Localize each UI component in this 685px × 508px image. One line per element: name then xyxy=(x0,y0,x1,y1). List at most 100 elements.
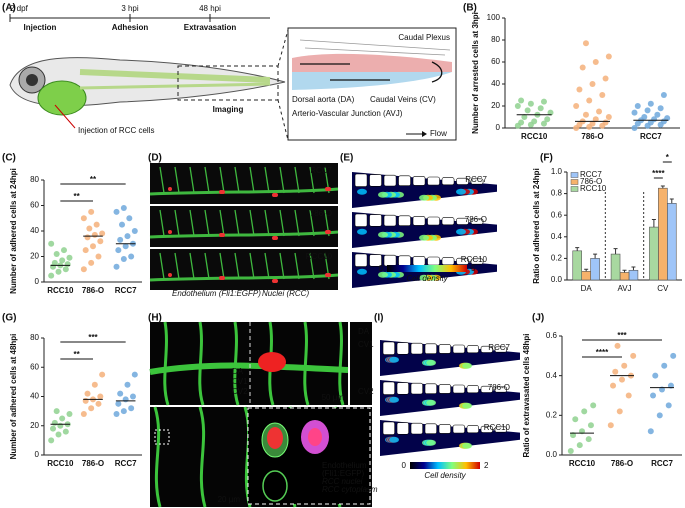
legend-label: RCC10 xyxy=(580,184,607,193)
panel-label: (D) xyxy=(148,153,162,164)
image-legend: RCC cytoplasm xyxy=(322,485,378,494)
cell xyxy=(262,470,288,502)
vertebra xyxy=(480,385,493,393)
data-point xyxy=(126,215,133,222)
x-tick-label: CV xyxy=(657,284,669,293)
panel-d-images xyxy=(149,163,339,290)
data-point xyxy=(99,230,106,237)
significance-label: ** xyxy=(74,192,81,201)
significance-label: **** xyxy=(652,169,665,178)
data-point xyxy=(88,208,95,215)
data-point xyxy=(544,116,551,123)
vessel xyxy=(279,252,285,280)
y-axis-label: Number of adhered cells at 24hpi xyxy=(9,168,18,294)
data-point xyxy=(48,272,55,279)
data-point xyxy=(48,437,55,444)
data-point xyxy=(59,415,66,422)
vertebra xyxy=(424,383,437,394)
vertebra xyxy=(466,425,479,434)
cell xyxy=(308,428,322,446)
x-tick-label: RCC10 xyxy=(47,286,74,295)
y-tick-label: 20 xyxy=(30,252,39,261)
significance-label: * xyxy=(666,153,670,162)
data-point xyxy=(590,402,597,409)
density-blob xyxy=(426,399,436,406)
vertebra xyxy=(494,426,507,433)
data-point xyxy=(652,372,659,379)
vessel-label: DA xyxy=(232,367,244,376)
data-point xyxy=(634,103,641,109)
vessel xyxy=(219,252,225,280)
inset-legend: Flow xyxy=(430,129,447,138)
data-point xyxy=(131,228,138,234)
vessel xyxy=(309,166,315,194)
data-point xyxy=(647,100,654,107)
vertebra xyxy=(441,217,455,226)
timeline-label: 48 hpi xyxy=(199,4,221,13)
y-tick-label: 0 xyxy=(35,277,40,286)
data-point xyxy=(120,256,127,263)
vessel xyxy=(264,209,270,237)
density-blob xyxy=(456,228,466,235)
x-tick-label: RCC10 xyxy=(47,459,74,468)
y-tick-label: 20 xyxy=(491,101,500,110)
vertebra xyxy=(466,345,479,354)
data-point xyxy=(605,53,612,60)
density-blob xyxy=(357,188,367,195)
y-tick-label: 0.8 xyxy=(551,189,563,198)
vessel-label: CV2 xyxy=(232,387,248,396)
y-tick-label: 80 xyxy=(30,333,39,342)
data-point xyxy=(576,86,583,93)
vessel xyxy=(149,273,339,282)
data-point xyxy=(57,422,64,429)
data-point xyxy=(128,253,135,260)
bar xyxy=(649,226,659,281)
data-point xyxy=(573,103,580,109)
vertebra xyxy=(456,217,469,225)
x-tick-label: DA xyxy=(581,284,593,293)
imaging-label: Imaging xyxy=(213,105,244,114)
vessel xyxy=(159,252,165,280)
data-point xyxy=(93,221,100,228)
data-point xyxy=(619,376,625,383)
data-point xyxy=(599,92,606,98)
data-point xyxy=(50,425,57,432)
stage-label: Extravasation xyxy=(184,23,237,32)
data-point xyxy=(605,114,612,120)
significance-label: *** xyxy=(617,331,627,340)
vertebra xyxy=(456,257,469,265)
vessel xyxy=(294,166,300,194)
data-point xyxy=(524,107,531,114)
micro-image xyxy=(150,206,338,247)
data-point xyxy=(113,263,120,270)
y-tick-label: 60 xyxy=(30,362,39,371)
micro-image xyxy=(150,249,338,290)
data-point xyxy=(99,371,106,378)
data-point xyxy=(66,254,73,261)
vertebra xyxy=(369,214,382,227)
panel-label: (B) xyxy=(463,3,477,14)
y-tick-label: 0.6 xyxy=(551,210,563,219)
vertebra xyxy=(396,422,409,435)
data-point xyxy=(540,98,547,105)
heatmap-label: RCC10 xyxy=(461,255,488,264)
data-point xyxy=(115,400,122,407)
panel-label: (F) xyxy=(540,153,553,164)
vertebra xyxy=(398,215,411,227)
cell xyxy=(219,190,223,194)
data-point xyxy=(527,100,534,107)
vessel xyxy=(189,166,195,194)
y-tick-label: 1.0 xyxy=(551,167,563,176)
vertebra xyxy=(354,253,368,267)
vertebra xyxy=(382,341,395,355)
data-point xyxy=(612,368,619,375)
vertebra xyxy=(466,385,479,394)
data-point xyxy=(120,205,127,212)
data-point xyxy=(596,108,603,115)
data-point xyxy=(602,119,609,126)
vertebra xyxy=(398,175,411,187)
zoom-box xyxy=(154,429,170,445)
data-point xyxy=(621,362,628,369)
